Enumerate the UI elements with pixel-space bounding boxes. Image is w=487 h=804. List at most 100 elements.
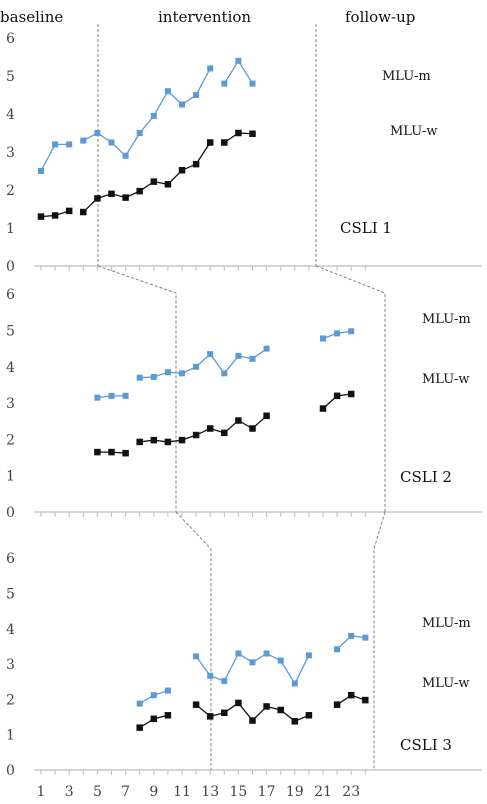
y-tick-label: 3 [6, 396, 15, 412]
data-point-mlu-w [108, 190, 115, 198]
data-point-mlu-m [221, 370, 228, 377]
data-point-mlu-m [221, 80, 228, 87]
data-point-mlu-m [235, 650, 242, 657]
data-point-mlu-w [347, 390, 355, 398]
data-point-mlu-m [164, 369, 171, 376]
x-tick-label: 3 [65, 784, 74, 800]
data-point-mlu-w [94, 195, 101, 202]
data-point-mlu-m [207, 65, 214, 72]
data-point-mlu-w [221, 709, 228, 717]
data-point-mlu-m [249, 80, 256, 87]
data-point-mlu-m [80, 137, 87, 144]
x-tick-label: 21 [314, 784, 332, 800]
data-point-mlu-m [136, 130, 143, 136]
x-tick-label: 23 [342, 784, 360, 800]
x-tick-label: 5 [93, 784, 102, 800]
data-point-mlu-w [249, 717, 256, 724]
data-point-mlu-w [206, 139, 214, 146]
data-point-mlu-m [221, 678, 228, 685]
phase-change-line [315, 265, 386, 512]
phase-change-line [175, 511, 212, 770]
data-point-mlu-m [94, 130, 101, 136]
x-tick-label: 15 [229, 784, 247, 800]
y-tick-label: 0 [6, 259, 15, 275]
legend-label-mlu-m: MLU-m [422, 616, 471, 631]
data-point-mlu-w [249, 130, 256, 138]
y-tick-label: 2 [6, 183, 15, 199]
data-point-mlu-w [192, 160, 200, 168]
y-tick-label: 5 [6, 69, 15, 85]
legend-label-mlu-w: MLU-w [390, 124, 437, 139]
data-point-mlu-w [319, 405, 327, 412]
panel-label: CSLI 2 [400, 468, 452, 486]
data-point-mlu-w [178, 436, 186, 444]
series-line-mlu-m [195, 652, 310, 685]
data-point-mlu-w [206, 713, 214, 720]
phase-label-follow-up: follow-up [345, 8, 415, 26]
data-point-mlu-w [333, 392, 341, 400]
data-point-mlu-m [164, 88, 171, 95]
legend-label-mlu-w: MLU-w [422, 676, 469, 691]
data-point-mlu-m [362, 634, 369, 641]
data-point-mlu-w [347, 691, 355, 699]
y-tick-label: 6 [6, 551, 15, 567]
data-point-mlu-m [150, 112, 157, 119]
x-tick-label: 1 [37, 784, 46, 800]
data-point-mlu-m [305, 652, 312, 659]
x-tick-label: 11 [173, 784, 191, 800]
y-tick-label: 2 [6, 692, 15, 708]
data-point-mlu-w [362, 696, 369, 704]
y-tick-label: 0 [6, 763, 15, 779]
x-tick-label: 9 [149, 784, 158, 800]
data-point-mlu-w [333, 701, 341, 708]
panel-label: CSLI 3 [400, 736, 452, 754]
data-point-mlu-w [65, 207, 73, 215]
data-point-mlu-w [136, 724, 143, 731]
y-tick-label: 5 [6, 324, 15, 340]
y-tick-label: 4 [6, 107, 15, 123]
data-point-mlu-m [277, 657, 284, 664]
data-point-mlu-m [320, 335, 326, 342]
y-tick-label: 1 [6, 728, 15, 744]
data-point-mlu-w [164, 438, 172, 446]
data-point-mlu-w [291, 718, 299, 725]
data-point-mlu-w [277, 706, 284, 714]
series-line-mlu-m [40, 143, 70, 172]
panel-label: CSLI 1 [340, 219, 392, 237]
data-point-mlu-m [108, 392, 115, 399]
data-point-mlu-w [192, 431, 200, 439]
y-tick-label: 4 [6, 360, 15, 376]
data-point-mlu-w [235, 417, 242, 424]
data-point-mlu-w [136, 438, 143, 446]
data-point-mlu-w [136, 187, 143, 195]
data-point-mlu-w [150, 715, 158, 723]
legend-label-mlu-m: MLU-m [382, 69, 431, 84]
y-tick-label: 6 [6, 31, 15, 47]
data-point-mlu-m [291, 680, 298, 687]
data-point-mlu-m [164, 687, 171, 694]
data-point-mlu-m [136, 374, 143, 381]
data-point-mlu-w [51, 212, 59, 219]
data-point-mlu-w [206, 425, 214, 432]
data-point-mlu-m [150, 692, 157, 699]
series-line-mlu-w [139, 415, 268, 443]
data-point-mlu-m [263, 650, 270, 657]
data-point-mlu-w [192, 701, 200, 708]
data-point-mlu-w [164, 181, 172, 188]
y-tick-label: 0 [6, 505, 15, 521]
data-point-mlu-w [122, 194, 129, 201]
y-tick-label: 3 [6, 145, 15, 161]
data-point-mlu-w [305, 712, 313, 719]
data-point-mlu-m [235, 352, 242, 359]
legend-label-mlu-m: MLU-m [422, 312, 471, 327]
data-point-mlu-w [249, 425, 256, 432]
phase-label-baseline: baseline [0, 8, 63, 26]
series-line-mlu-m [82, 68, 211, 157]
data-point-mlu-m [348, 632, 355, 639]
y-tick-label: 3 [6, 657, 15, 673]
data-point-mlu-m [136, 700, 143, 707]
y-tick-label: 1 [6, 221, 15, 237]
legend-label-mlu-w: MLU-w [422, 372, 469, 387]
data-point-mlu-w [164, 712, 172, 719]
